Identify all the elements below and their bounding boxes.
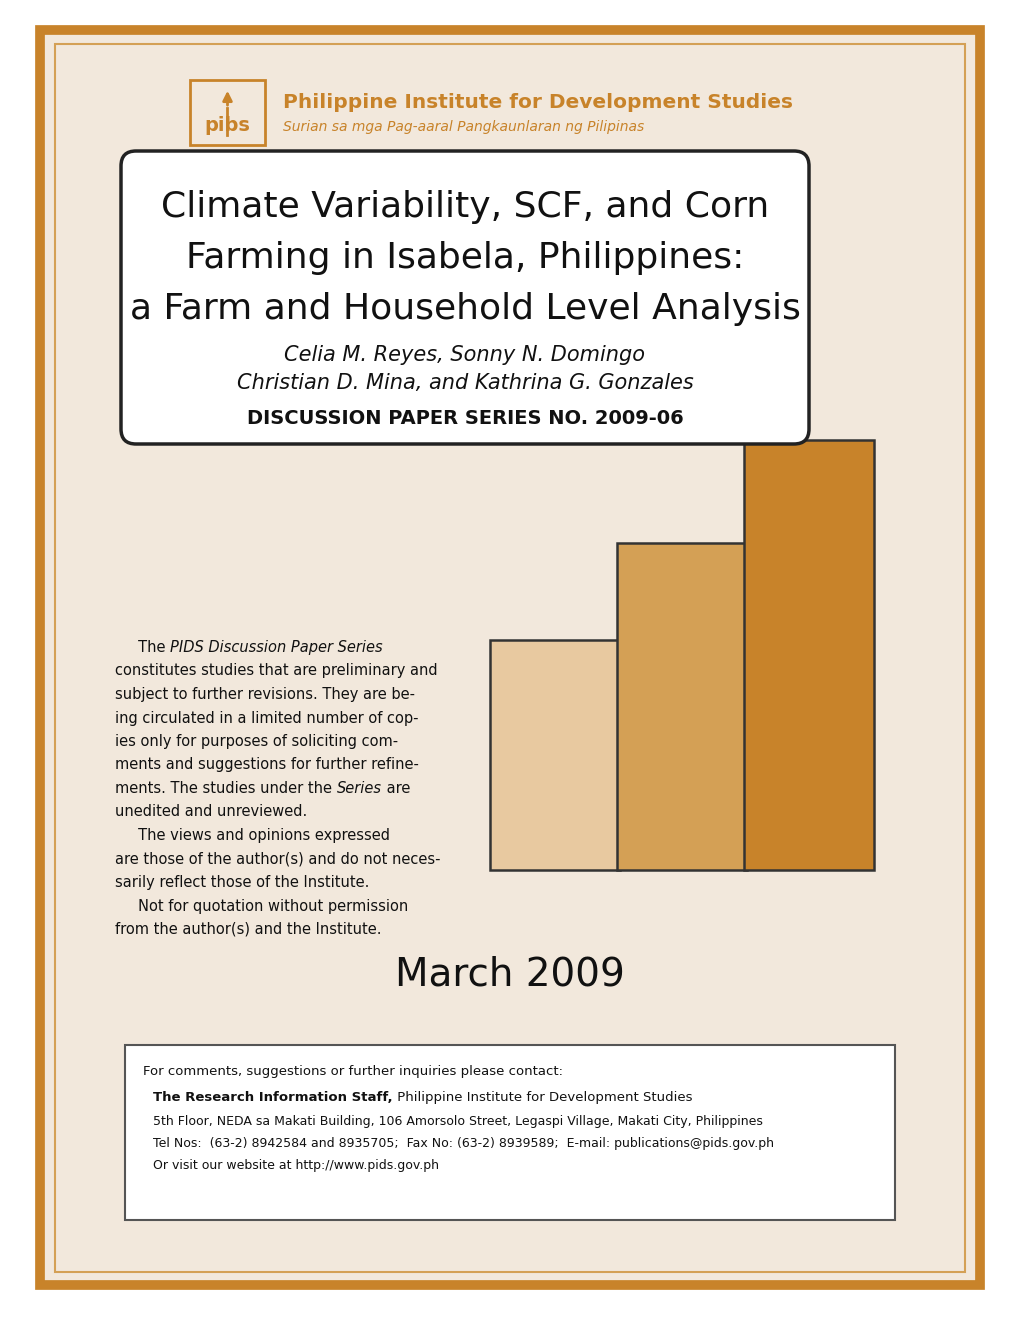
- Bar: [616, 543, 746, 870]
- Bar: [55, 44, 964, 1272]
- Text: pibs: pibs: [205, 116, 251, 135]
- Text: The Research Information Staff,: The Research Information Staff,: [153, 1092, 392, 1104]
- Text: Celia M. Reyes, Sonny N. Domingo: Celia M. Reyes, Sonny N. Domingo: [284, 345, 645, 366]
- Text: a Farm and Household Level Analysis: a Farm and Household Level Analysis: [129, 292, 800, 326]
- Text: Tel Nos:  (63-2) 8942584 and 8935705;  Fax No: (63-2) 8939589;  E-mail: publicat: Tel Nos: (63-2) 8942584 and 8935705; Fax…: [153, 1137, 773, 1150]
- Text: constitutes studies that are preliminary and: constitutes studies that are preliminary…: [115, 664, 437, 678]
- Text: The: The: [115, 640, 170, 655]
- Text: ments and suggestions for further refine-: ments and suggestions for further refine…: [115, 758, 419, 772]
- Text: Surian sa mga Pag-aaral Pangkaunlaran ng Pilipinas: Surian sa mga Pag-aaral Pangkaunlaran ng…: [282, 120, 644, 135]
- Text: Series: Series: [336, 781, 381, 796]
- Text: subject to further revisions. They are be-: subject to further revisions. They are b…: [115, 686, 415, 702]
- Text: Or visit our website at http://www.pids.gov.ph: Or visit our website at http://www.pids.…: [153, 1159, 438, 1172]
- Text: Philippine Institute for Development Studies: Philippine Institute for Development Stu…: [282, 92, 792, 111]
- Text: ies only for purposes of soliciting com-: ies only for purposes of soliciting com-: [115, 734, 397, 748]
- Text: Farming in Isabela, Philippines:: Farming in Isabela, Philippines:: [185, 242, 744, 275]
- Text: March 2009: March 2009: [394, 956, 625, 994]
- Bar: [125, 1045, 894, 1220]
- Text: 5th Floor, NEDA sa Makati Building, 106 Amorsolo Street, Legaspi Village, Makati: 5th Floor, NEDA sa Makati Building, 106 …: [153, 1115, 762, 1129]
- Text: DISCUSSION PAPER SERIES NO. 2009-06: DISCUSSION PAPER SERIES NO. 2009-06: [247, 409, 683, 429]
- Bar: [743, 440, 873, 870]
- Text: For comments, suggestions or further inquiries please contact:: For comments, suggestions or further inq…: [143, 1065, 562, 1078]
- Text: Philippine Institute for Development Studies: Philippine Institute for Development Stu…: [392, 1092, 692, 1104]
- Text: sarily reflect those of the Institute.: sarily reflect those of the Institute.: [115, 875, 369, 890]
- Text: Not for quotation without permission: Not for quotation without permission: [115, 899, 408, 913]
- Bar: [190, 81, 265, 145]
- Bar: [489, 640, 620, 870]
- Text: Christian D. Mina, and Kathrina G. Gonzales: Christian D. Mina, and Kathrina G. Gonza…: [236, 374, 693, 393]
- Text: are those of the author(s) and do not neces-: are those of the author(s) and do not ne…: [115, 851, 440, 866]
- Text: unedited and unreviewed.: unedited and unreviewed.: [115, 804, 307, 820]
- Text: Climate Variability, SCF, and Corn: Climate Variability, SCF, and Corn: [161, 190, 768, 224]
- Text: from the author(s) and the Institute.: from the author(s) and the Institute.: [115, 921, 381, 937]
- FancyBboxPatch shape: [121, 150, 808, 444]
- Text: ing circulated in a limited number of cop-: ing circulated in a limited number of co…: [115, 710, 418, 726]
- Text: are: are: [381, 781, 410, 796]
- Text: PIDS Discussion Paper Series: PIDS Discussion Paper Series: [170, 640, 382, 655]
- Text: ments. The studies under the: ments. The studies under the: [115, 781, 336, 796]
- Text: The views and opinions expressed: The views and opinions expressed: [115, 828, 389, 843]
